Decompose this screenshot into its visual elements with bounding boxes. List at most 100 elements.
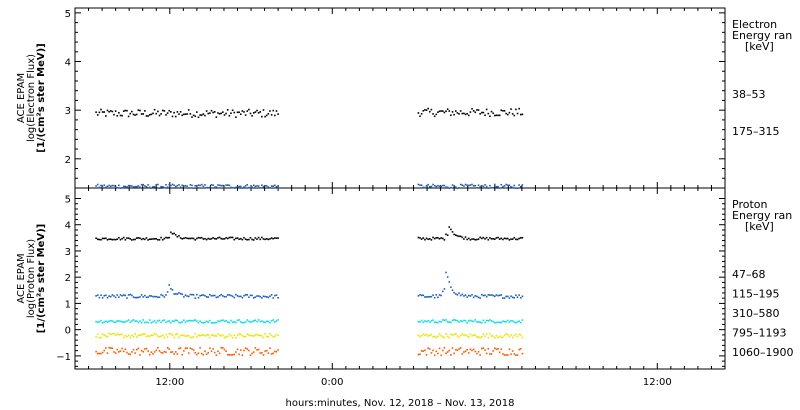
- data-point: [126, 237, 128, 239]
- data-point: [230, 112, 232, 115]
- data-point: [158, 114, 161, 117]
- data-point: [114, 186, 117, 189]
- data-point: [241, 354, 244, 357]
- data-point: [235, 293, 237, 296]
- data-point: [165, 351, 167, 354]
- data-point: [275, 294, 278, 296]
- data-point: [101, 333, 104, 335]
- data-point: [257, 236, 260, 239]
- data-point: [202, 238, 205, 240]
- data-point: [244, 321, 247, 323]
- data-point: [513, 321, 516, 324]
- data-point: [277, 296, 279, 299]
- data-point: [467, 320, 470, 322]
- data-point: [134, 333, 136, 335]
- data-point: [441, 319, 444, 321]
- data-point: [165, 321, 167, 324]
- data-point: [448, 349, 451, 352]
- data-point: [261, 115, 263, 118]
- data-point: [200, 352, 203, 355]
- data-point: [469, 184, 472, 186]
- data-point: [109, 295, 112, 298]
- data-point: [466, 238, 468, 241]
- data-point: [184, 185, 187, 187]
- data-point: [170, 111, 172, 113]
- data-point: [152, 334, 154, 337]
- data-point: [233, 111, 236, 114]
- data-point: [155, 349, 158, 352]
- data-point: [192, 319, 195, 322]
- y-tick-label: −1: [56, 352, 71, 363]
- data-point: [427, 335, 429, 337]
- data-point: [508, 348, 511, 351]
- data-point: [171, 233, 174, 235]
- data-point: [173, 293, 175, 295]
- data-point: [432, 294, 434, 296]
- data-point: [127, 294, 130, 296]
- data-point: [495, 237, 498, 239]
- data-point: [272, 237, 275, 240]
- data-point: [119, 114, 122, 117]
- data-point: [187, 319, 190, 322]
- data-point: [424, 349, 426, 352]
- data-point: [466, 112, 468, 115]
- data-point: [448, 321, 451, 324]
- data-point: [450, 354, 452, 356]
- data-point: [272, 297, 275, 299]
- data-point: [257, 348, 260, 351]
- data-point: [476, 295, 478, 298]
- data-point: [511, 238, 514, 240]
- data-point: [129, 353, 132, 356]
- data-point: [506, 184, 509, 187]
- data-point: [267, 112, 270, 115]
- data-point: [113, 332, 115, 335]
- data-point: [95, 295, 97, 297]
- data-point: [197, 321, 200, 324]
- data-point: [448, 110, 451, 112]
- data-point: [256, 320, 258, 323]
- data-point: [223, 336, 226, 339]
- data-point: [118, 351, 120, 353]
- data-point: [96, 294, 99, 296]
- data-point: [174, 234, 177, 236]
- data-point: [134, 320, 136, 322]
- data-point: [207, 334, 210, 336]
- data-point: [220, 184, 223, 187]
- data-point: [199, 237, 201, 239]
- data-point: [513, 296, 516, 299]
- data-point: [275, 237, 278, 240]
- data-point: [248, 186, 250, 189]
- data-point: [503, 334, 506, 337]
- data-point: [441, 237, 444, 240]
- data-point: [459, 319, 462, 322]
- data-point: [212, 322, 214, 324]
- data-point: [422, 333, 425, 336]
- data-point: [95, 185, 97, 187]
- data-point: [205, 320, 208, 323]
- data-point: [493, 321, 496, 324]
- data-point: [197, 184, 200, 186]
- data-point: [218, 352, 221, 355]
- data-point: [443, 336, 446, 339]
- data-point: [196, 353, 198, 356]
- data-point: [108, 332, 110, 335]
- data-point: [186, 347, 188, 349]
- data-point: [500, 294, 503, 296]
- data-point: [505, 332, 507, 335]
- data-point: [433, 115, 436, 118]
- data-point: [114, 296, 117, 299]
- data-point: [220, 335, 223, 337]
- data-point: [454, 293, 457, 295]
- data-point: [269, 321, 271, 324]
- data-point: [212, 111, 214, 114]
- data-point: [244, 114, 247, 116]
- data-point: [150, 113, 153, 116]
- data-point: [474, 238, 477, 241]
- data-point: [264, 185, 266, 187]
- data-point: [194, 297, 197, 299]
- data-point: [116, 320, 119, 322]
- data-point: [101, 297, 104, 299]
- data-point: [265, 114, 268, 117]
- data-point: [118, 111, 120, 114]
